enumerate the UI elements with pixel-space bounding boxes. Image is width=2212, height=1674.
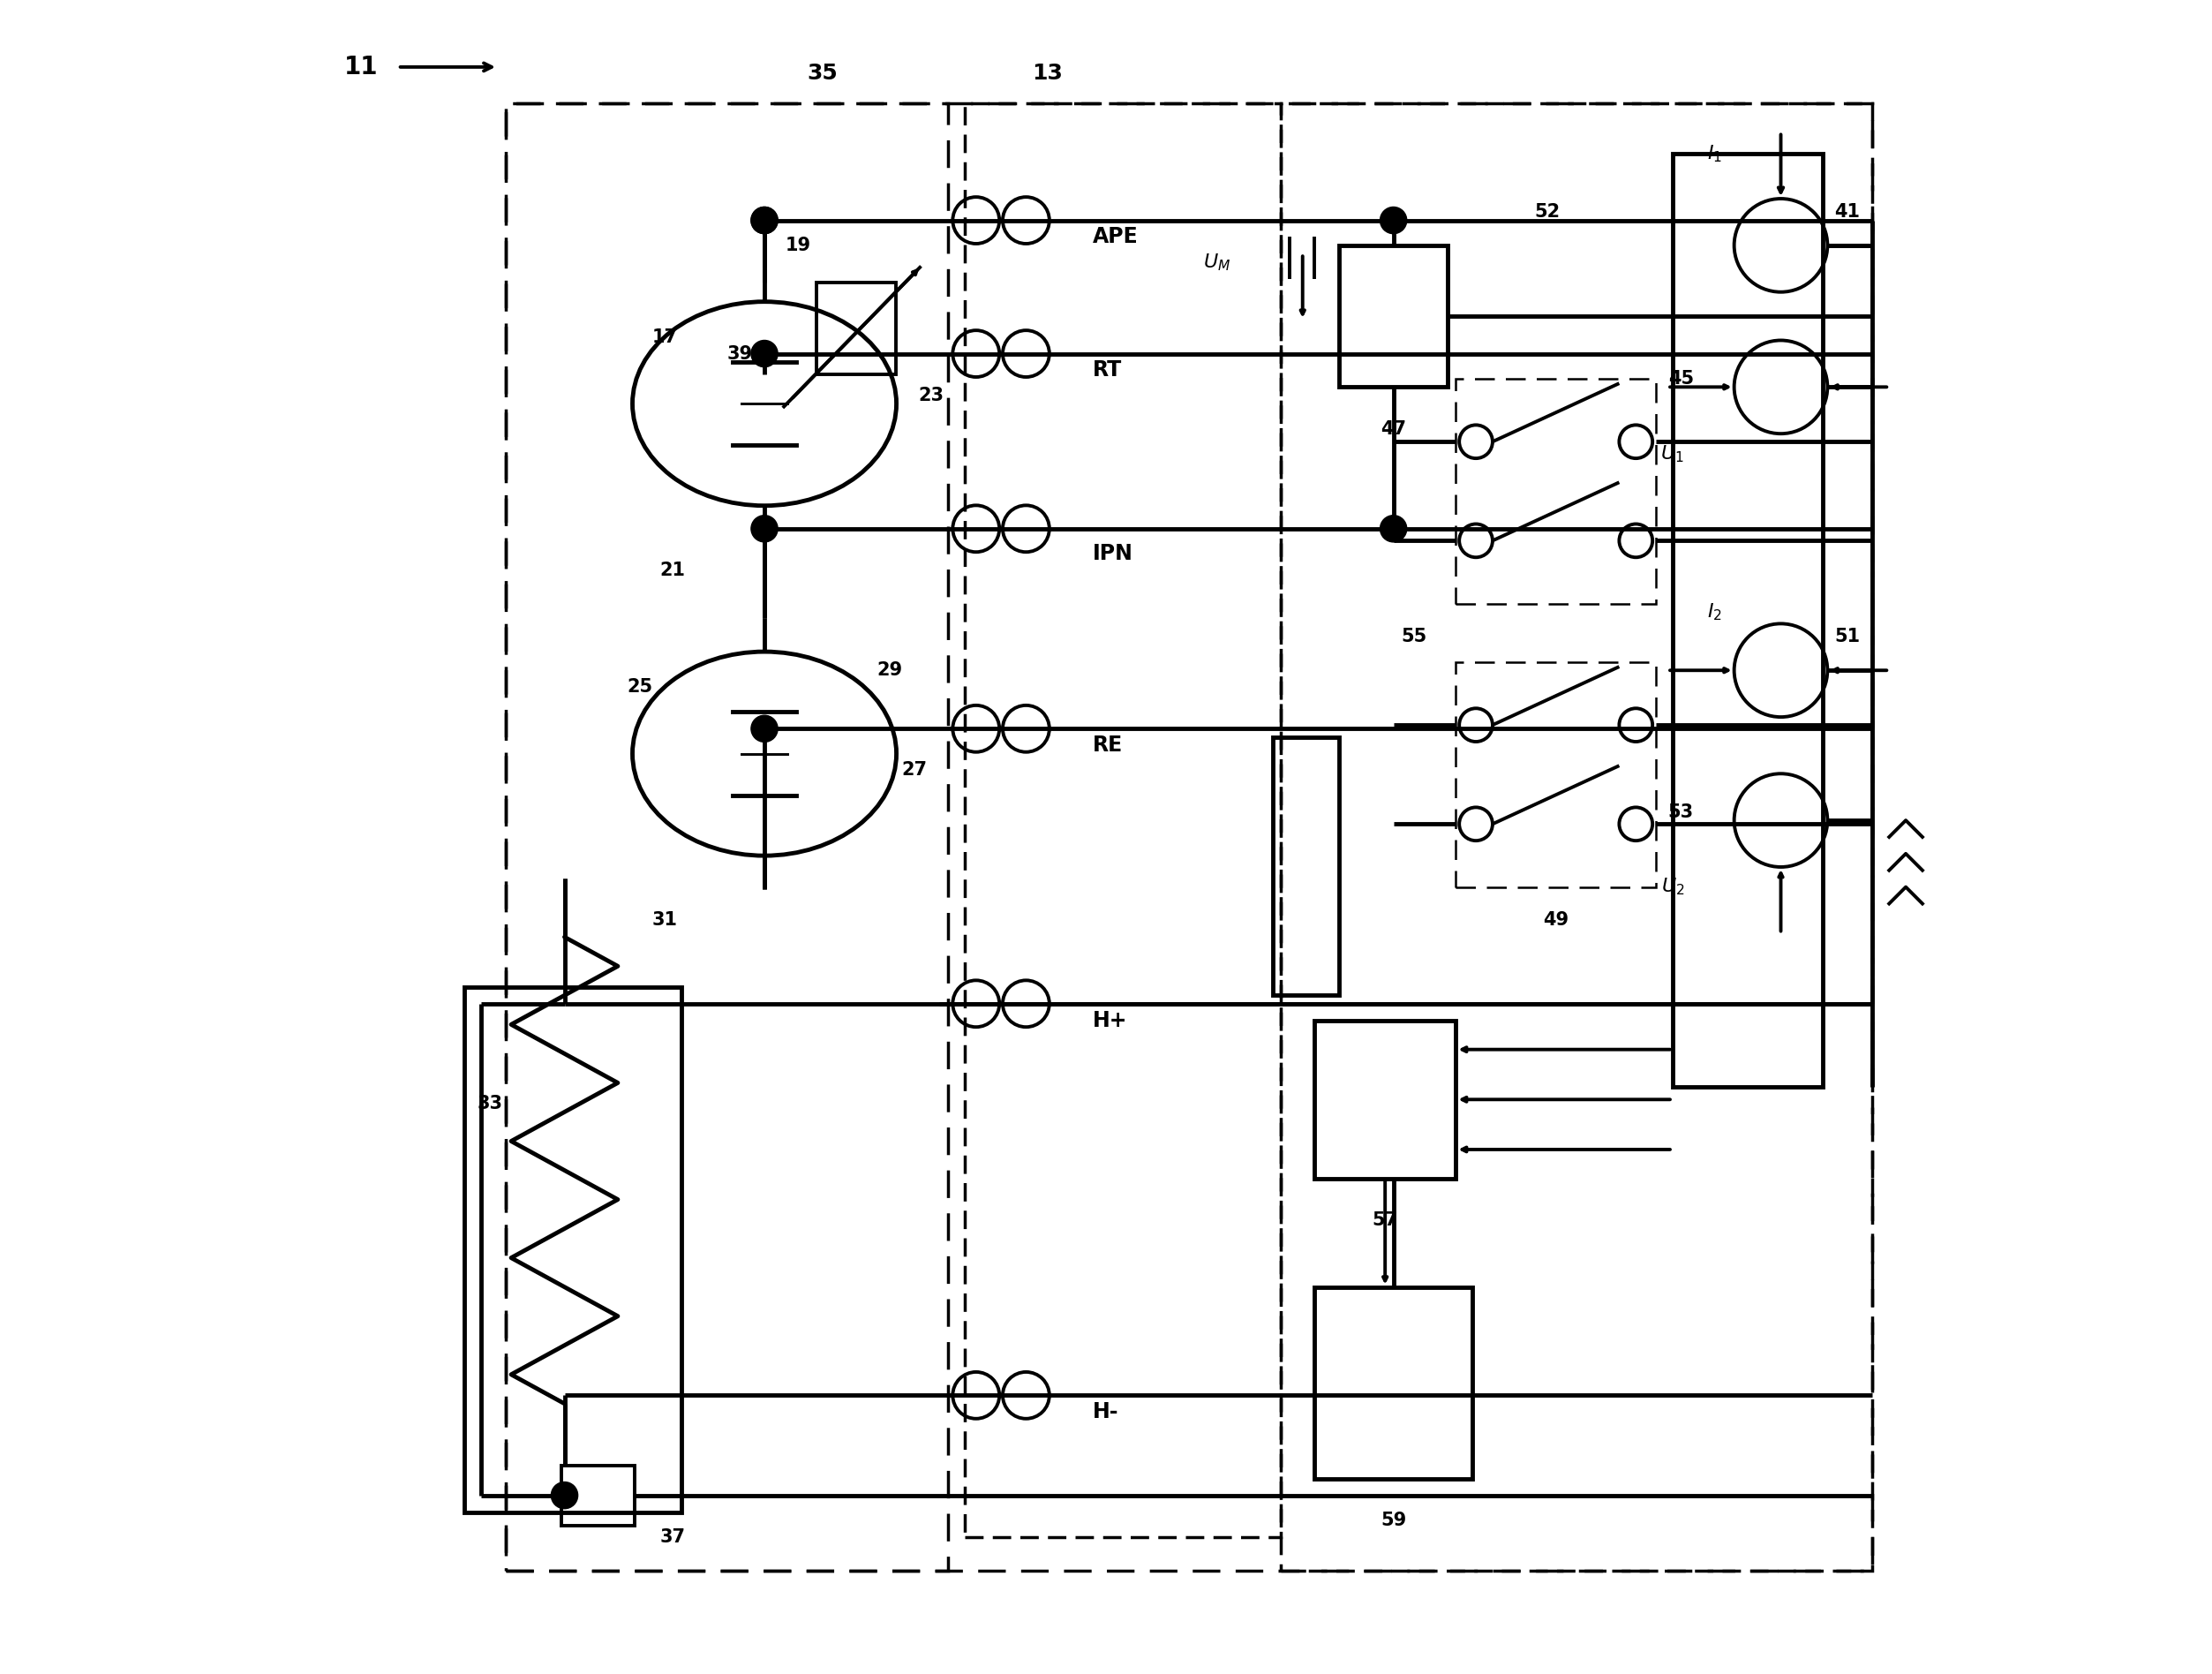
Text: H+: H+ [1093, 1009, 1128, 1031]
Bar [1272, 737, 1338, 996]
Text: RT: RT [1093, 360, 1121, 382]
Circle shape [1380, 516, 1407, 542]
Text: 27: 27 [902, 762, 927, 778]
Text: 23: 23 [918, 387, 945, 403]
Text: APE: APE [1093, 226, 1139, 248]
Bar [1455, 378, 1657, 604]
Circle shape [1380, 208, 1407, 234]
Text: IPN: IPN [1093, 542, 1133, 564]
Text: 57: 57 [1371, 1212, 1398, 1229]
Bar [562, 1465, 635, 1525]
Bar [1281, 104, 1871, 1570]
Circle shape [752, 715, 779, 742]
Text: 45: 45 [1668, 370, 1694, 387]
Text: 25: 25 [626, 678, 653, 696]
Bar [507, 104, 1871, 1570]
Text: 17: 17 [653, 328, 677, 347]
Text: $U_M$: $U_M$ [1203, 251, 1230, 273]
Text: 19: 19 [785, 236, 810, 254]
Text: 31: 31 [653, 912, 677, 929]
Text: 41: 41 [1834, 203, 1860, 221]
Circle shape [752, 340, 779, 367]
Bar [1314, 1287, 1473, 1478]
Circle shape [551, 1481, 577, 1508]
Circle shape [752, 208, 779, 234]
Bar [465, 988, 681, 1512]
Bar [1338, 246, 1447, 387]
Text: 59: 59 [1380, 1512, 1407, 1528]
Text: 33: 33 [478, 1095, 502, 1113]
Text: RE: RE [1093, 735, 1124, 757]
Text: 11: 11 [345, 55, 378, 79]
Circle shape [752, 208, 779, 234]
Text: 47: 47 [1380, 420, 1407, 437]
Text: H-: H- [1093, 1401, 1119, 1423]
Text: 29: 29 [876, 661, 902, 680]
Text: 53: 53 [1668, 804, 1694, 820]
Bar [816, 283, 896, 375]
Text: 52: 52 [1535, 203, 1559, 221]
Text: 55: 55 [1402, 628, 1427, 646]
Text: 21: 21 [659, 561, 686, 579]
Text: 51: 51 [1834, 628, 1860, 646]
Text: $I_1$: $I_1$ [1708, 144, 1721, 164]
Text: $U_1$: $U_1$ [1661, 444, 1683, 464]
Bar [1672, 154, 1823, 1086]
Text: 13: 13 [1033, 64, 1064, 84]
Text: 39: 39 [726, 345, 752, 363]
Text: $U_2$: $U_2$ [1661, 877, 1683, 897]
Text: 35: 35 [807, 64, 838, 84]
Bar [1314, 1021, 1455, 1178]
Bar [964, 104, 1281, 1537]
Bar [507, 104, 947, 1570]
Circle shape [752, 516, 779, 542]
Text: $I_2$: $I_2$ [1708, 601, 1721, 623]
Text: 49: 49 [1544, 912, 1568, 929]
Text: 37: 37 [659, 1528, 686, 1545]
Bar [1455, 661, 1657, 887]
